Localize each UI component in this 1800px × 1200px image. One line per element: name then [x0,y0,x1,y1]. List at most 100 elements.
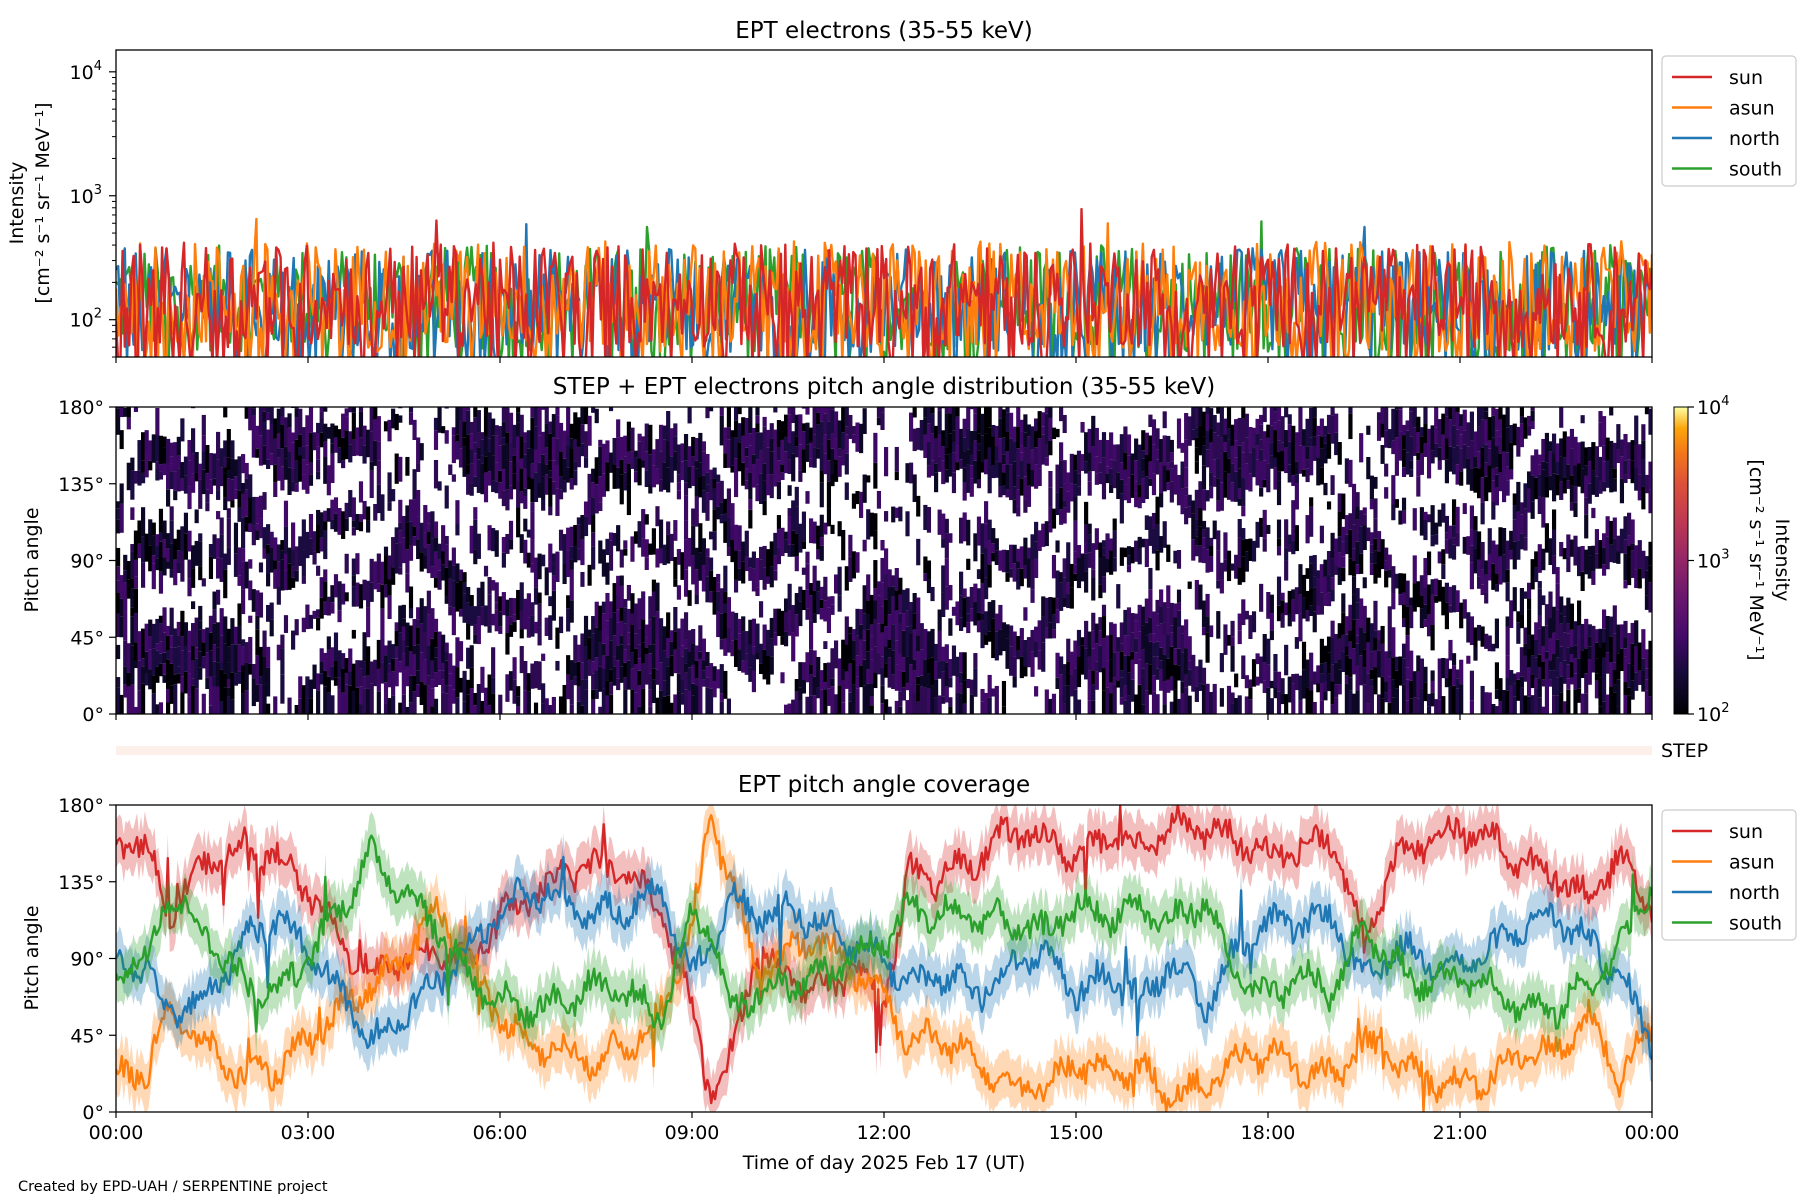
heatmap-cell [687,667,692,691]
heatmap-cell [737,423,742,443]
heatmap-cell [1512,673,1517,684]
heatmap-cell [158,464,164,472]
heatmap-cell [1101,576,1107,593]
heatmap-cell [737,618,742,634]
heatmap-cell [462,407,467,422]
heatmap-cell [962,482,967,501]
heatmap-cell [562,480,567,493]
heatmap-cell [1401,467,1407,477]
heatmap-cell [805,422,810,445]
heatmap-cell [948,697,953,707]
heatmap-cell [1169,602,1174,626]
heatmap-cell [851,426,857,435]
heatmap-cell [687,630,692,653]
heatmap-cell [433,647,439,658]
heatmap-cell [255,655,260,685]
heatmap-cell [1634,569,1639,589]
heatmap-cell [719,701,724,714]
heatmap-cell [1459,434,1464,449]
heatmap-cell [1555,695,1560,714]
heatmap-cell [723,670,728,699]
heatmap-cell [480,463,485,495]
heatmap-cell [848,556,853,582]
heatmap-cell [266,412,271,421]
heatmap-cell [651,449,656,466]
heatmap-cell [598,540,603,564]
heatmap-cell [1026,424,1032,437]
heatmap-cell [608,682,614,695]
heatmap-cell [466,410,471,435]
heatmap-cell [437,661,442,671]
heatmap-cell [444,652,449,661]
heatmap-cell [658,690,664,714]
heatmap-cell [491,647,496,678]
heatmap-cell [212,478,217,486]
heatmap-cell [1048,417,1053,441]
heatmap-cell [1219,482,1224,511]
heatmap-cell [1601,564,1607,576]
heatmap-cell [1112,530,1117,558]
heatmap-cell [1348,677,1353,691]
heatmap-cell [294,439,299,461]
heatmap-cell [480,581,485,607]
heatmap-cell [1169,468,1174,482]
heatmap-cell [1462,409,1467,431]
heatmap-cell [844,482,849,500]
heatmap-cell [830,524,835,534]
heatmap-cell [694,685,699,714]
heatmap-cell [280,674,285,704]
heatmap-cell [426,590,431,615]
heatmap-cell [916,538,921,566]
heatmap-cell [326,649,331,677]
heatmap-cell [937,456,942,472]
heatmap-cell [1269,442,1274,456]
heatmap-cell [1444,515,1449,533]
heatmap-cell [251,589,256,612]
heatmap-cell [1048,471,1053,488]
heatmap-cell [726,597,731,628]
heatmap-cell [1084,461,1089,474]
heatmap-cell [912,407,917,418]
heatmap-cell [737,649,742,672]
heatmap-cell [1455,445,1460,465]
heatmap-cell [1551,555,1557,575]
heatmap-cell [1341,651,1346,673]
heatmap-cell [1287,613,1292,627]
heatmap-cell [851,640,857,660]
heatmap-cell [480,432,485,440]
heatmap-cell [205,473,210,490]
heatmap-cell [1159,589,1164,607]
heatmap-cell [1151,675,1157,692]
heatmap-cell [662,425,667,440]
heatmap-cell [1526,667,1532,697]
legend-label-south: south [1729,913,1782,935]
heatmap-cell [1248,687,1253,700]
heatmap-cell [1244,539,1249,552]
heatmap-cell [741,660,746,673]
heatmap-cell [1505,407,1510,428]
heatmap-cell [801,423,807,432]
heatmap-cell [1362,605,1367,633]
heatmap-cell [791,500,796,531]
heatmap-cell [394,630,399,647]
heatmap-cell [1226,550,1232,582]
heatmap-cell [1505,582,1510,602]
heatmap-cell [1248,426,1253,453]
heatmap-cell [248,580,253,601]
heatmap-cell [591,699,596,714]
heatmap-cell [358,437,364,457]
heatmap-cell [548,506,553,516]
heatmap-cell [1601,416,1607,446]
heatmap-cell [223,687,228,714]
heatmap-cell [405,706,410,714]
heatmap-cell [316,524,321,554]
heatmap-cell [548,460,553,471]
heatmap-cell [455,441,460,460]
heatmap-cell [1137,548,1142,565]
heatmap-cell [755,587,760,597]
heatmap-cell [1373,630,1378,638]
heatmap-cell [794,506,799,534]
heatmap-cell [916,612,921,636]
heatmap-cell [1076,699,1082,714]
heatmap-cell [176,468,181,492]
